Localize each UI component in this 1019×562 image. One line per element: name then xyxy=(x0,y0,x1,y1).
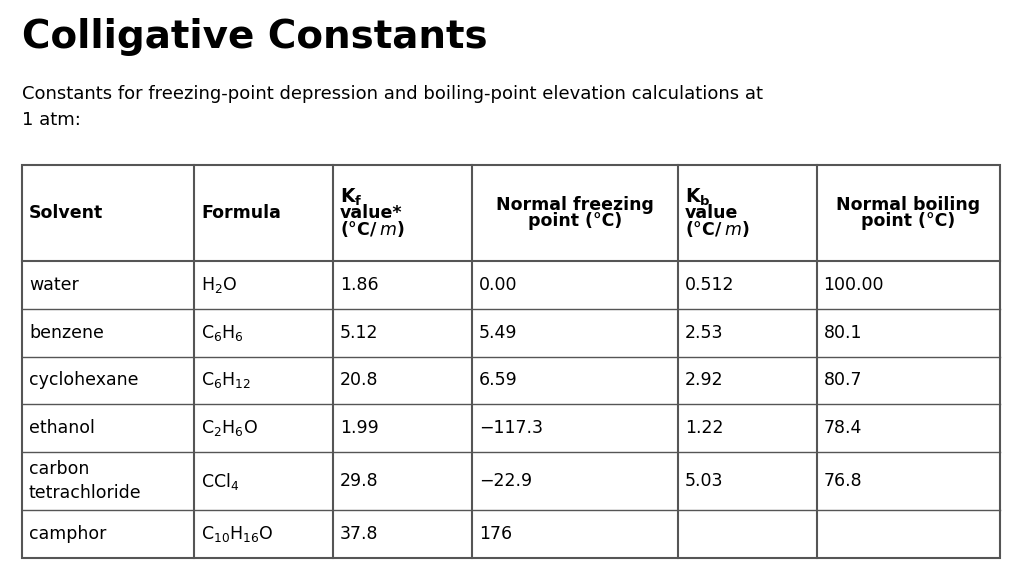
Text: value*: value* xyxy=(340,204,403,222)
Text: Solvent: Solvent xyxy=(29,204,103,222)
Text: 1.99: 1.99 xyxy=(340,419,379,437)
Text: 2.53: 2.53 xyxy=(684,324,722,342)
Text: point (°C): point (°C) xyxy=(860,212,955,230)
Text: C$_6$H$_{12}$: C$_6$H$_{12}$ xyxy=(201,370,251,391)
Bar xyxy=(22,165,999,558)
Text: camphor: camphor xyxy=(29,525,106,543)
Text: 78.4: 78.4 xyxy=(822,419,861,437)
Text: 80.7: 80.7 xyxy=(822,371,861,389)
Text: 5.12: 5.12 xyxy=(340,324,378,342)
Text: 6.59: 6.59 xyxy=(479,371,518,389)
Text: Formula: Formula xyxy=(201,204,281,222)
Text: Normal freezing: Normal freezing xyxy=(495,196,653,214)
Text: 5.49: 5.49 xyxy=(479,324,517,342)
Text: (°C/ $\mathit{m}$): (°C/ $\mathit{m}$) xyxy=(684,219,749,239)
Text: 2.92: 2.92 xyxy=(684,371,722,389)
Text: 29.8: 29.8 xyxy=(340,472,378,490)
Text: Constants for freezing-point depression and boiling-point elevation calculations: Constants for freezing-point depression … xyxy=(22,85,762,129)
Text: −22.9: −22.9 xyxy=(479,472,532,490)
Text: carbon
tetrachloride: carbon tetrachloride xyxy=(29,460,142,502)
Text: Colligative Constants: Colligative Constants xyxy=(22,18,487,56)
Text: (°C/ $\mathit{m}$): (°C/ $\mathit{m}$) xyxy=(340,219,405,239)
Text: $\mathbf{K_f}$: $\mathbf{K_f}$ xyxy=(340,187,363,208)
Text: 37.8: 37.8 xyxy=(340,525,378,543)
Text: 100.00: 100.00 xyxy=(822,276,883,294)
Text: CCl$_4$: CCl$_4$ xyxy=(201,470,239,492)
Text: benzene: benzene xyxy=(29,324,104,342)
Text: 176: 176 xyxy=(479,525,512,543)
Text: cyclohexane: cyclohexane xyxy=(29,371,139,389)
Text: 0.512: 0.512 xyxy=(684,276,734,294)
Text: Normal boiling: Normal boiling xyxy=(836,196,979,214)
Text: ethanol: ethanol xyxy=(29,419,95,437)
Text: water: water xyxy=(29,276,78,294)
Text: C$_2$H$_6$O: C$_2$H$_6$O xyxy=(201,418,258,438)
Text: 5.03: 5.03 xyxy=(684,472,722,490)
Text: value: value xyxy=(684,204,738,222)
Text: −117.3: −117.3 xyxy=(479,419,542,437)
Text: C$_6$H$_6$: C$_6$H$_6$ xyxy=(201,323,244,343)
Text: 0.00: 0.00 xyxy=(479,276,517,294)
Text: C$_{10}$H$_{16}$O: C$_{10}$H$_{16}$O xyxy=(201,524,273,544)
Text: point (°C): point (°C) xyxy=(527,212,622,230)
Text: 20.8: 20.8 xyxy=(340,371,378,389)
Text: 80.1: 80.1 xyxy=(822,324,861,342)
Text: H$_2$O: H$_2$O xyxy=(201,275,237,295)
Text: $\mathbf{K_b}$: $\mathbf{K_b}$ xyxy=(684,187,709,208)
Text: 1.86: 1.86 xyxy=(340,276,378,294)
Text: 76.8: 76.8 xyxy=(822,472,861,490)
Text: 1.22: 1.22 xyxy=(684,419,722,437)
